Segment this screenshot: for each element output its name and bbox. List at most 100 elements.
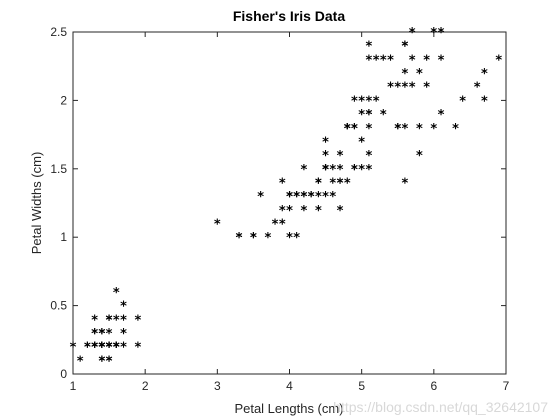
data-point: * (394, 81, 401, 96)
data-point: * (365, 149, 372, 164)
data-point: * (365, 108, 372, 123)
data-points: *** ******** ******* *********** ***** ** *** *… (70, 26, 503, 369)
x-tick-label: 1 (70, 379, 77, 393)
y-tick-label: 2.5 (50, 25, 67, 39)
data-point: * (358, 163, 365, 178)
data-point: * (373, 94, 380, 109)
y-tick-label: 0 (60, 367, 67, 381)
data-point: * (91, 327, 98, 342)
y-tick-label: 1.5 (50, 162, 67, 176)
data-point: * (98, 354, 105, 369)
data-point: * (329, 190, 336, 205)
data-point: * (98, 327, 105, 342)
data-point: * (286, 190, 293, 205)
data-point: * (106, 354, 113, 369)
data-point: * (106, 341, 113, 356)
data-point: * (106, 341, 113, 356)
x-tick-label: 3 (214, 379, 221, 393)
data-point: * (423, 81, 430, 96)
data-point: * (416, 149, 423, 164)
data-point: * (337, 176, 344, 191)
data-point: * (394, 122, 401, 137)
data-point: * (106, 313, 113, 328)
data-point: * (481, 67, 488, 82)
data-point: * (106, 313, 113, 328)
plot-area (72, 31, 507, 375)
x-tick-label: 6 (430, 379, 437, 393)
data-point: * (257, 190, 264, 205)
data-point: * (322, 163, 329, 178)
data-point: * (416, 122, 423, 137)
data-point: * (236, 231, 243, 246)
data-point: * (315, 190, 322, 205)
data-point: * (286, 231, 293, 246)
data-point: * (120, 313, 127, 328)
data-point: * (387, 53, 394, 68)
data-point: * (120, 327, 127, 342)
data-point: * (120, 341, 127, 356)
data-point: * (459, 94, 466, 109)
data-point: * (113, 286, 120, 301)
data-point: * (322, 163, 329, 178)
data-point: * (365, 40, 372, 55)
data-point: * (358, 108, 365, 123)
data-point: * (337, 204, 344, 219)
data-point: * (430, 122, 437, 137)
data-point: * (329, 176, 336, 191)
data-point: * (308, 190, 315, 205)
x-tick-label: 5 (358, 379, 365, 393)
data-point: * (113, 313, 120, 328)
data-point: * (106, 341, 113, 356)
data-point: * (279, 218, 286, 233)
data-point: * (98, 327, 105, 342)
x-axis-label: Petal Lengths (cm) (234, 401, 343, 416)
x-tick-label: 2 (142, 379, 149, 393)
data-point: * (77, 354, 84, 369)
data-point: * (301, 190, 308, 205)
data-point: * (135, 341, 142, 356)
data-point: * (438, 26, 445, 41)
data-point: * (98, 341, 105, 356)
data-point: * (416, 67, 423, 82)
y-tick-label: 1 (60, 230, 67, 244)
data-point: * (380, 53, 387, 68)
data-point: * (430, 26, 437, 41)
data-point: * (495, 53, 502, 68)
data-point: * (106, 341, 113, 356)
data-point: * (344, 122, 351, 137)
data-point: * (402, 176, 409, 191)
data-point: * (344, 122, 351, 137)
data-point: * (84, 341, 91, 356)
data-point: * (308, 190, 315, 205)
data-point: * (91, 341, 98, 356)
data-point: * (113, 341, 120, 356)
data-point: * (315, 204, 322, 219)
data-point: * (365, 163, 372, 178)
data-point: * (337, 163, 344, 178)
data-point: * (315, 176, 322, 191)
data-point: * (98, 341, 105, 356)
data-point: * (452, 122, 459, 137)
data-point: * (293, 231, 300, 246)
data-point: * (301, 163, 308, 178)
data-point: * (98, 341, 105, 356)
data-point: * (438, 108, 445, 123)
data-point: * (301, 204, 308, 219)
data-point: * (365, 94, 372, 109)
data-point: * (402, 122, 409, 137)
data-point: * (279, 204, 286, 219)
data-point: * (373, 53, 380, 68)
data-point: * (98, 341, 105, 356)
data-point: * (423, 53, 430, 68)
data-point: * (409, 53, 416, 68)
data-point: * (91, 327, 98, 342)
data-point: * (264, 231, 271, 246)
data-point: * (358, 94, 365, 109)
data-point: * (106, 341, 113, 356)
data-point: * (322, 163, 329, 178)
data-point: * (344, 122, 351, 137)
x-axis: 1 2 3 4 5 6 7 (70, 32, 510, 393)
data-point: * (351, 122, 358, 137)
data-point: * (394, 122, 401, 137)
